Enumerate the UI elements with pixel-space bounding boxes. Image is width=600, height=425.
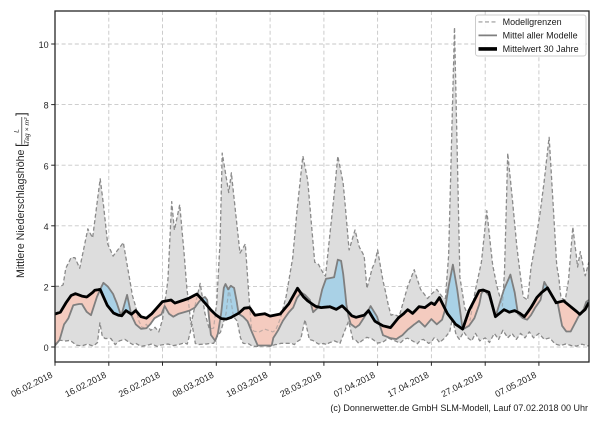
svg-text:6: 6 [44, 161, 49, 171]
svg-text:Mittelwert 30 Jahre: Mittelwert 30 Jahre [503, 44, 579, 54]
svg-text:Mittel aller Modelle: Mittel aller Modelle [503, 31, 578, 41]
svg-text:10: 10 [39, 40, 49, 50]
svg-text:0: 0 [44, 343, 49, 353]
svg-text:4: 4 [44, 222, 49, 232]
svg-text:Mittlere Niederschlagshöhe: Mittlere Niederschlagshöhe [15, 150, 27, 278]
svg-text:[: [ [14, 143, 29, 147]
svg-text:8: 8 [44, 101, 49, 111]
svg-text:2: 2 [44, 283, 49, 293]
svg-text:]: ] [14, 112, 29, 116]
svg-text:Modellgrenzen: Modellgrenzen [503, 17, 562, 27]
svg-text:L: L [14, 129, 21, 133]
svg-text:Tag × m²: Tag × m² [24, 117, 31, 144]
svg-text:(c) Donnerwetter.de GmbH SLM-M: (c) Donnerwetter.de GmbH SLM-Modell, Lau… [330, 403, 588, 413]
